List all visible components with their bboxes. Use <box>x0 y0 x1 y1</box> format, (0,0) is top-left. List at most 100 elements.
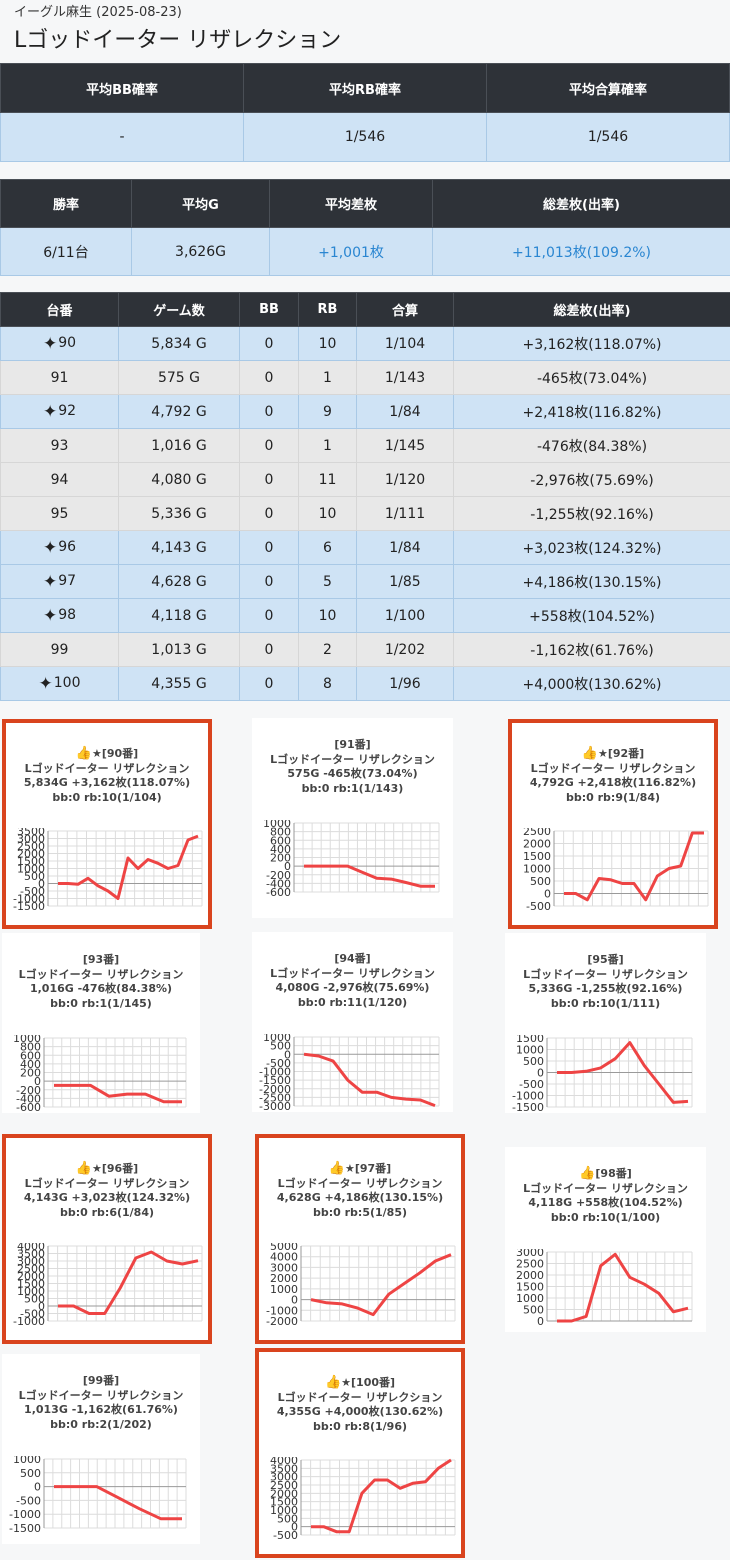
machine-card[interactable]: 👍★[96番] Lゴッドイーター リザレクション 4,143G +3,023枚(12… <box>2 1134 212 1344</box>
table-row[interactable]: ✦96 4,143 G 0 6 1/84 +3,023枚(124.32%) <box>0 530 730 565</box>
table-row[interactable]: ✦90 5,834 G 0 10 1/104 +3,162枚(118.07%) <box>0 326 730 361</box>
card-counts: bb:0 rb:1(1/143) <box>301 781 404 795</box>
y-tick-label: -2000 <box>259 1083 291 1096</box>
machine-card[interactable]: [91番] Lゴッドイーター リザレクション 575G -465枚(73.04%) b… <box>252 718 453 918</box>
y-tick-label: 0 <box>291 1521 298 1534</box>
y-tick-label: 4000 <box>270 1251 298 1264</box>
y-tick-label: 0 <box>284 860 291 873</box>
table-row[interactable]: 91 575 G 0 1 1/143 -465枚(73.04%) <box>0 360 730 395</box>
machine-card[interactable]: 👍★[90番] Lゴッドイーター リザレクション 5,834G +3,162枚(11… <box>2 719 212 929</box>
y-tick-label: -1500 <box>13 900 45 913</box>
card-label-line: 👍★[92番] <box>512 746 714 762</box>
thumbs-up-icon: 👍 <box>328 1161 345 1176</box>
series-line <box>58 1250 199 1315</box>
y-tick-label: 200 <box>20 1067 41 1080</box>
thumbs-up-icon: 👍 <box>75 1161 92 1176</box>
table-cell-rb: 1 <box>298 360 357 395</box>
machine-card[interactable]: [99番] Lゴッドイーター リザレクション 1,013G -1,162枚(61.7… <box>2 1354 200 1544</box>
series-line <box>557 1252 689 1323</box>
y-tick-label: 0 <box>284 1048 291 1061</box>
card-stats: 5,834G +3,162枚(118.07%) <box>23 776 191 789</box>
table-row[interactable]: ✦100 4,355 G 0 8 1/96 +4,000枚(130.62%) <box>0 666 730 701</box>
y-tick-label: -1500 <box>512 1101 544 1114</box>
card-header: [94番] Lゴッドイーター リザレクション 4,080G -2,976枚(75.6… <box>252 952 453 1010</box>
y-tick-label: 500 <box>24 870 45 883</box>
y-tick-label: 500 <box>24 1293 45 1306</box>
y-tick-label: -1000 <box>259 1066 291 1079</box>
thumbs-up-icon: 👍 <box>75 746 92 761</box>
machine-card[interactable]: 👍★[100番] Lゴッドイーター リザレクション 4,355G +4,000枚(1… <box>255 1348 465 1558</box>
y-tick-label: 1000 <box>13 1035 41 1045</box>
card-header: [99番] Lゴッドイーター リザレクション 1,013G -1,162枚(61.7… <box>2 1374 200 1432</box>
machine-card[interactable]: [94番] Lゴッドイーター リザレクション 4,080G -2,976枚(75.6… <box>252 932 453 1113</box>
table-cell-total: 1/145 <box>356 428 454 463</box>
sparkle-icon: ✦ <box>38 673 53 694</box>
y-tick-label: 1000 <box>270 1283 298 1296</box>
table-cell-num: 94 <box>0 462 119 497</box>
card-header: [91番] Lゴッドイーター リザレクション 575G -465枚(73.04%) b… <box>252 738 453 796</box>
table-cell-games: 1,013 G <box>118 632 240 667</box>
table-cell-num: ✦100 <box>0 666 119 701</box>
card-model: Lゴッドイーター リザレクション <box>18 967 184 981</box>
y-tick-label: -600 <box>16 1101 41 1114</box>
table-cell-num: ✦90 <box>0 326 119 361</box>
table-cell-games: 4,118 G <box>118 598 240 633</box>
table-row[interactable]: ✦97 4,628 G 0 5 1/85 +4,186枚(130.15%) <box>0 564 730 599</box>
card-counts: bb:0 rb:11(1/120) <box>297 995 408 1009</box>
machine-number: 90 <box>58 334 77 351</box>
machine-card[interactable]: 👍★[97番] Lゴッドイーター リザレクション 4,628G +4,186枚(13… <box>255 1134 465 1344</box>
card-header: [93番] Lゴッドイーター リザレクション 1,016G -476枚(84.38%… <box>2 953 200 1011</box>
table-row[interactable]: 95 5,336 G 0 10 1/111 -1,255枚(92.16%) <box>0 496 730 531</box>
card-header: [95番] Lゴッドイーター リザレクション 5,336G -1,255枚(92.1… <box>505 953 706 1011</box>
machines-table: 台番 ゲーム数 BB RB 合算 総差枚(出率) ✦90 5,834 G 0 10 1/… <box>0 292 730 701</box>
table-cell-diff: +3,162枚(118.07%) <box>453 326 730 361</box>
summary-value: +1,001枚 <box>269 227 433 276</box>
card-model: Lゴッドイーター リザレクション <box>277 1176 443 1190</box>
y-tick-label: -1000 <box>13 1315 45 1328</box>
y-tick-label: 3000 <box>270 1261 298 1274</box>
table-cell-diff: -476枚(84.38%) <box>453 428 730 463</box>
table-cell-bb: 0 <box>239 530 299 565</box>
y-tick-label: 400 <box>20 1058 41 1071</box>
y-tick-label: 1000 <box>270 1504 298 1517</box>
card-model: Lゴッドイーター リザレクション <box>523 967 688 981</box>
y-tick-label: -1000 <box>512 1090 544 1103</box>
table-cell-bb: 0 <box>239 496 299 531</box>
y-tick-label: -400 <box>16 1092 41 1105</box>
card-label-line: [95番] <box>505 953 706 968</box>
card-counts: bb:0 rb:5(1/85) <box>312 1205 407 1219</box>
diff-line-chart: 3500300025002000150010005000-500-1000-15… <box>13 828 203 913</box>
table-cell-bb: 0 <box>239 666 299 701</box>
table-cell-num: 93 <box>0 428 119 463</box>
y-tick-label: 1000 <box>263 820 291 830</box>
table-row[interactable]: 99 1,013 G 0 2 1/202 -1,162枚(61.76%) <box>0 632 730 667</box>
machine-number: 92 <box>58 402 77 419</box>
table-cell-total: 1/143 <box>356 360 454 395</box>
machine-card[interactable]: [93番] Lゴッドイーター リザレクション 1,016G -476枚(84.38%… <box>2 933 200 1114</box>
machine-card[interactable]: 👍[98番] Lゴッドイーター リザレクション 4,118G +558枚(104.5… <box>505 1147 706 1332</box>
table-row[interactable]: 93 1,016 G 0 1 1/145 -476枚(84.38%) <box>0 428 730 463</box>
card-model: Lゴッドイーター リザレクション <box>24 761 190 775</box>
y-tick-label: 0 <box>537 1067 544 1080</box>
series-line <box>311 1458 452 1534</box>
machine-card[interactable]: [95番] Lゴッドイーター リザレクション 5,336G -1,255枚(92.1… <box>505 933 706 1114</box>
y-tick-label: 0 <box>38 878 45 891</box>
table-row[interactable]: 94 4,080 G 0 11 1/120 -2,976枚(75.69%) <box>0 462 730 497</box>
y-tick-label: 500 <box>523 1304 544 1317</box>
table-row[interactable]: ✦92 4,792 G 0 9 1/84 +2,418枚(116.82%) <box>0 394 730 429</box>
series-line <box>564 831 704 902</box>
y-tick-label: 4000 <box>17 1243 45 1253</box>
card-counts: bb:0 rb:10(1/111) <box>550 996 661 1010</box>
y-tick-label: 500 <box>20 1467 41 1480</box>
table-row[interactable]: ✦98 4,118 G 0 10 1/100 +558枚(104.52%) <box>0 598 730 633</box>
y-tick-label: 4000 <box>270 1457 298 1467</box>
y-tick-label: -200 <box>266 869 291 882</box>
machine-card[interactable]: 👍★[92番] Lゴッドイーター リザレクション 4,792G +2,418枚(11… <box>508 719 718 929</box>
y-tick-label: 600 <box>270 834 291 847</box>
summary-value: 1/546 <box>486 112 730 162</box>
y-tick-label: 1500 <box>17 1278 45 1291</box>
y-tick-label: 0 <box>291 1294 298 1307</box>
card-stats: 4,792G +2,418枚(116.82%) <box>529 776 697 789</box>
